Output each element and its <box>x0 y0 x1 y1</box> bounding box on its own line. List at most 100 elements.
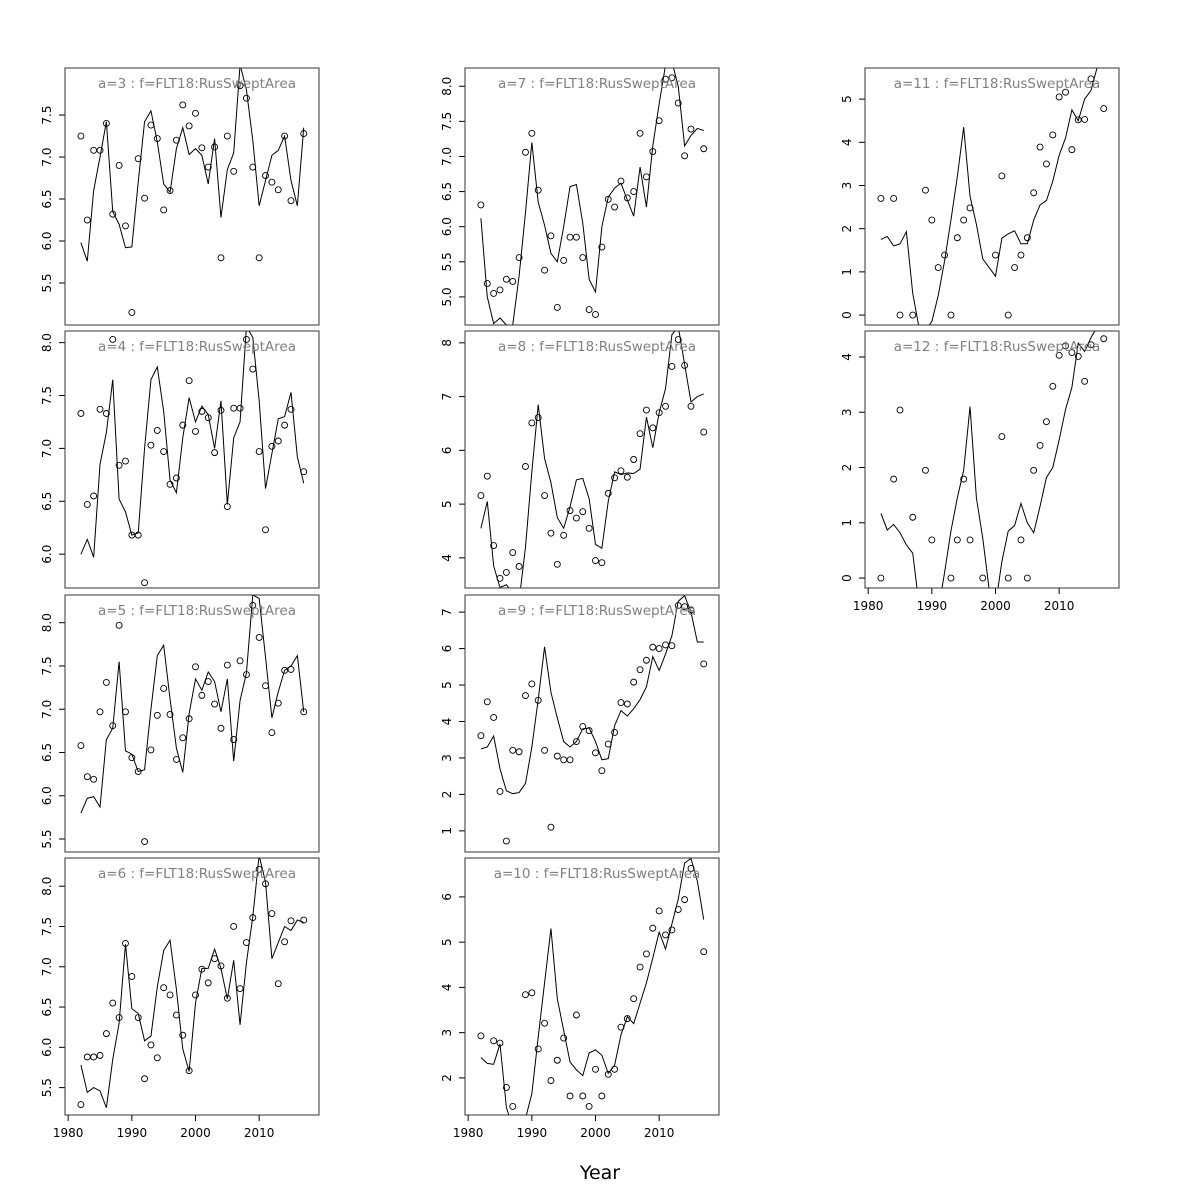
y-tick-label: 7 <box>440 608 454 616</box>
y-tick-label: 4 <box>440 718 454 726</box>
data-point <box>249 365 257 373</box>
data-point <box>877 574 885 582</box>
data-point <box>172 474 180 482</box>
data-point <box>274 186 282 194</box>
data-point <box>553 752 561 760</box>
data-point <box>662 75 669 83</box>
data-point <box>966 536 974 544</box>
data-point <box>681 152 689 160</box>
data-point <box>122 222 129 230</box>
panel: 1 2 3 4 5 6 7 a=9 : f=FLT18:RusSweptArea <box>440 594 720 853</box>
data-point <box>649 924 657 932</box>
data-point <box>230 923 238 930</box>
data-point <box>541 746 549 754</box>
data-point <box>134 768 142 775</box>
data-point <box>1030 189 1038 197</box>
data-point <box>585 1102 593 1110</box>
data-point <box>502 568 510 576</box>
data-point <box>522 148 529 156</box>
data-point <box>236 404 244 412</box>
data-point <box>1023 574 1031 582</box>
data-point <box>1100 105 1108 113</box>
data-point <box>655 645 663 653</box>
y-tick-label: 6.5 <box>40 492 54 511</box>
data-point <box>509 278 517 285</box>
data-point <box>115 461 123 469</box>
data-point <box>528 989 536 997</box>
data-point <box>877 194 885 202</box>
data-point <box>496 286 504 294</box>
y-tick-label: 6.0 <box>40 786 54 805</box>
data-point <box>909 513 917 521</box>
data-point <box>553 560 561 568</box>
panel-title: a=11 : f=FLT18:RusSweptArea <box>894 76 1101 92</box>
data-point <box>566 1092 574 1100</box>
data-point <box>662 931 669 939</box>
panel-frame <box>64 330 320 589</box>
data-point <box>90 775 98 783</box>
data-point <box>509 1102 517 1110</box>
data-point <box>179 734 187 742</box>
data-point <box>509 549 517 556</box>
x-tick-label: 2000 <box>980 599 1011 613</box>
y-tick-label: 2 <box>440 791 454 799</box>
fitted-line <box>880 68 1098 325</box>
data-point <box>604 489 612 497</box>
data-point <box>515 748 523 756</box>
data-point <box>592 557 599 565</box>
data-point <box>490 289 498 297</box>
data-point <box>592 311 599 318</box>
y-tick-label: 4 <box>440 554 454 562</box>
data-point <box>528 680 536 688</box>
data-point <box>674 336 682 344</box>
data-point <box>483 698 491 706</box>
x-tick-label: 2000 <box>180 1126 211 1140</box>
data-point <box>77 410 85 417</box>
data-point <box>534 1045 542 1053</box>
plot-area <box>877 331 1108 588</box>
data-point <box>128 308 136 316</box>
data-point <box>236 985 244 992</box>
panel: 0 1 2 3 4 1980 1990 2000 2010 a=12 : f=FLT18:RusS… <box>840 330 1120 613</box>
x-tick-label: 2000 <box>580 1126 611 1140</box>
y-tick-label: 8.0 <box>440 77 454 96</box>
data-point <box>83 500 91 508</box>
data-point <box>662 402 669 410</box>
data-point <box>230 167 238 175</box>
fitted-line <box>80 331 305 558</box>
y-tick-label: 0 <box>840 574 854 582</box>
data-point <box>268 178 276 186</box>
data-point <box>96 146 104 154</box>
data-point <box>1017 251 1025 259</box>
panel-frame <box>64 594 320 853</box>
data-point <box>668 74 676 82</box>
y-tick-label: 1 <box>840 519 854 527</box>
data-point <box>477 1032 485 1040</box>
y-tick-label: 7.5 <box>40 105 54 124</box>
data-point <box>115 161 123 169</box>
data-point <box>262 682 269 690</box>
x-tick-label: 1980 <box>853 599 884 613</box>
data-point <box>96 1051 104 1059</box>
data-point <box>274 437 282 445</box>
data-point <box>160 984 168 992</box>
data-point <box>553 1056 561 1064</box>
data-point <box>649 424 657 432</box>
data-point <box>642 656 650 664</box>
data-point <box>979 574 987 582</box>
data-point <box>90 146 98 154</box>
data-point <box>890 194 898 202</box>
data-point <box>83 1053 91 1061</box>
y-tick-label: 1 <box>840 268 854 276</box>
data-point <box>674 99 682 107</box>
data-point <box>160 206 168 214</box>
data-point <box>160 685 168 692</box>
data-point <box>255 254 263 262</box>
data-point <box>896 311 904 319</box>
data-point <box>998 433 1006 441</box>
panel: 4 5 6 7 8 a=8 : f=FLT18:RusSweptArea <box>440 330 720 589</box>
data-point <box>255 448 263 456</box>
y-tick-label: 6.5 <box>40 189 54 208</box>
data-point <box>262 526 269 534</box>
y-tick-label: 6.5 <box>440 182 454 201</box>
